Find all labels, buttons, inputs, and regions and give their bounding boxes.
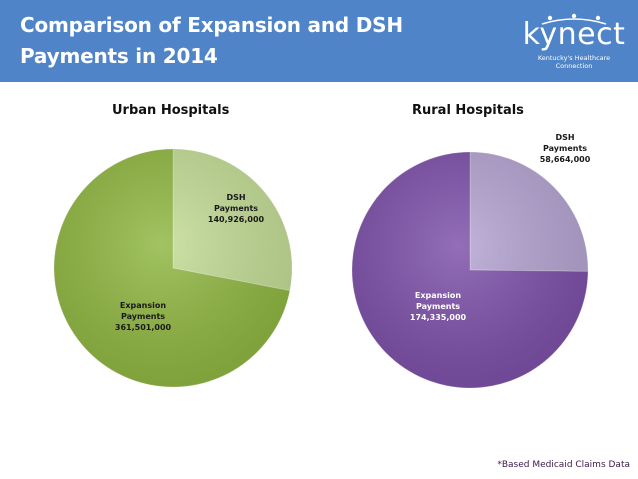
urban-label-expansion: Expansion Payments 361,501,000 bbox=[115, 301, 172, 332]
urban-pie-shading bbox=[54, 149, 292, 387]
kynect-logo: kynect Kentucky's Healthcare Connection bbox=[520, 12, 628, 72]
logo-tagline: Kentucky's Healthcare Connection bbox=[537, 54, 611, 70]
urban-label-dsh: DSH Payments 140,926,000 bbox=[208, 193, 265, 224]
logo-people-icon bbox=[541, 13, 607, 25]
footnote: *Based Medicaid Claims Data bbox=[497, 460, 630, 470]
rural-label-dsh: DSH Payments 58,664,000 bbox=[540, 133, 591, 164]
header-bar: Comparison of Expansion and DSH Payments… bbox=[0, 0, 638, 82]
urban-pie: DSH Payments 140,926,000 Expansion Payments 3… bbox=[53, 148, 293, 388]
rural-pie: DSH Payments 58,664,000 Expansion Payments 17… bbox=[351, 133, 591, 389]
rural-label-expansion: Expansion Payments 174,335,000 bbox=[410, 291, 467, 322]
urban-chart-title: Urban Hospitals bbox=[112, 103, 230, 118]
logo-wordmark: kynect bbox=[522, 17, 626, 52]
rural-pie-shading bbox=[352, 152, 588, 388]
rural-chart-title: Rural Hospitals bbox=[412, 103, 524, 118]
page-title: Comparison of Expansion and DSH Payments… bbox=[20, 13, 403, 68]
